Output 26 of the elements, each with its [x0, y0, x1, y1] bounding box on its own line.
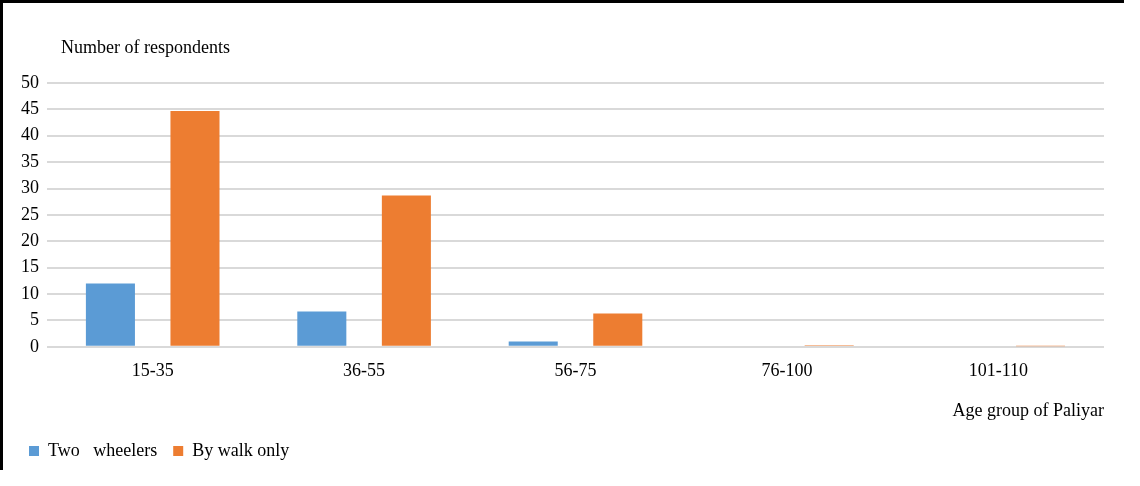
bar — [593, 313, 643, 346]
bar — [170, 110, 220, 346]
y-tick-label: 0 — [30, 335, 39, 356]
bar — [381, 195, 431, 346]
x-tick-label: 76-100 — [761, 360, 813, 381]
y-tick-label: 30 — [21, 177, 39, 198]
y-axis-title: Number of respondents — [61, 37, 230, 57]
y-tick-label: 50 — [21, 71, 39, 92]
x-tick-label: 36-55 — [343, 360, 386, 381]
y-tick-label: 25 — [21, 203, 39, 224]
y-tick-label: 35 — [21, 150, 39, 171]
bar — [85, 283, 135, 346]
legend-label: By walk only — [192, 439, 290, 460]
x-tick-label: 15-35 — [131, 360, 174, 381]
y-tick-label: 40 — [21, 124, 39, 145]
legend-label: Two wheelers — [48, 439, 158, 460]
x-tick-label: 56-75 — [554, 360, 597, 381]
y-tick-label: 15 — [21, 256, 39, 277]
y-tick-label: 45 — [21, 98, 39, 119]
bar — [508, 341, 558, 346]
bar — [297, 311, 347, 346]
y-tick-label: 10 — [21, 282, 39, 303]
y-tick-label: 5 — [30, 309, 39, 330]
x-tick-label: 101-110 — [968, 360, 1028, 381]
y-tick-label: 20 — [21, 230, 39, 251]
x-axis-title: Age group of Paliyar — [952, 399, 1104, 420]
